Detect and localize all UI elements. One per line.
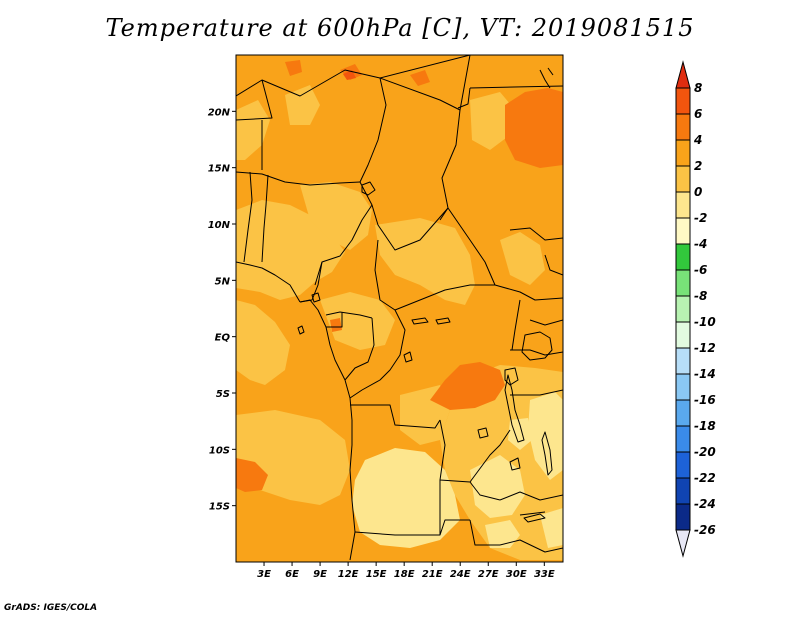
grads-credit: GrADS: IGES/COLA xyxy=(4,603,98,613)
field-warm-patches xyxy=(236,60,563,492)
colorbar-label: -18 xyxy=(694,419,716,433)
lon-tick-label: 30E xyxy=(506,569,527,580)
colorbar-label: -2 xyxy=(694,211,707,225)
colorbar-box xyxy=(675,269,691,297)
lat-tick-label: 5S xyxy=(216,389,230,400)
colorbar-box xyxy=(675,399,691,427)
colorbar-bottom-arrow xyxy=(675,529,691,558)
field-hot-patches xyxy=(343,70,356,80)
colorbar-label: -8 xyxy=(694,289,707,303)
colorbar-box xyxy=(675,503,691,531)
lat-tick-label: 10S xyxy=(209,445,230,456)
colorbar-label: 0 xyxy=(694,185,702,199)
colorbar-label: -22 xyxy=(694,471,716,485)
colorbar-label: 6 xyxy=(694,107,702,121)
lat-tick-label: 15S xyxy=(209,502,230,513)
colorbar-label: 4 xyxy=(693,133,702,147)
colorbar-box xyxy=(675,87,691,115)
map-frame xyxy=(235,54,564,563)
lon-tick-label: 24E xyxy=(450,569,471,580)
colorbar-label: -26 xyxy=(694,523,716,537)
lat-tick-label: 10N xyxy=(208,220,231,231)
colorbar-top-arrow xyxy=(675,60,691,89)
colorbar-box xyxy=(675,243,691,271)
lon-tick-label: 12E xyxy=(338,569,359,580)
colorbar-label: -24 xyxy=(694,497,716,511)
colorbar-box xyxy=(675,295,691,323)
map-title: Temperature at 600hPa [C], VT: 201908151… xyxy=(105,14,695,42)
colorbar-label: 8 xyxy=(694,81,702,95)
colorbar-box xyxy=(675,425,691,453)
colorbar-box xyxy=(675,165,691,193)
lon-tick-label: 6E xyxy=(285,569,299,580)
colorbar-label: -4 xyxy=(694,237,707,251)
colorbar-label: -16 xyxy=(694,393,716,407)
lon-tick-label: 18E xyxy=(394,569,415,580)
lat-tick-label: 5N xyxy=(215,276,231,287)
colorbar: 8 6 4 2 0 -2 -4 -6 -8 -10 -12 -14 -16 -18 -20 -22 -24 -26 xyxy=(675,60,716,558)
colorbar-box xyxy=(675,373,691,401)
colorbar-label: 2 xyxy=(694,159,702,173)
colorbar-label: -10 xyxy=(694,315,716,329)
lon-tick-label: 33E xyxy=(534,569,555,580)
colorbar-box xyxy=(675,321,691,349)
lat-tick-label: EQ xyxy=(215,333,231,344)
colorbar-box xyxy=(675,217,691,245)
colorbar-box xyxy=(675,191,691,219)
colorbar-box xyxy=(675,139,691,167)
colorbar-label: -6 xyxy=(694,263,707,277)
colorbar-box xyxy=(675,113,691,141)
colorbar-box xyxy=(675,347,691,375)
colorbar-label: -12 xyxy=(694,341,716,355)
lon-tick-label: 27E xyxy=(478,569,499,580)
country-borders xyxy=(236,55,563,561)
colorbar-label: -20 xyxy=(694,445,716,459)
lat-tick-label: 15N xyxy=(208,164,231,175)
colorbar-label: -14 xyxy=(694,367,716,381)
longitude-axis: 3E 6E 9E 12E 15E 18E 21E 24E 27E 30E 33E xyxy=(257,562,555,580)
lon-tick-label: 9E xyxy=(313,569,327,580)
colorbar-box xyxy=(675,451,691,479)
colorbar-box xyxy=(675,477,691,505)
lon-tick-label: 21E xyxy=(422,569,443,580)
lon-tick-label: 3E xyxy=(257,569,271,580)
lat-tick-label: 20N xyxy=(208,107,231,118)
latitude-axis: 20N 15N 10N 5N EQ 5S 10S 15S xyxy=(208,107,236,513)
field-coolest-patches xyxy=(352,392,563,548)
lon-tick-label: 15E xyxy=(366,569,387,580)
